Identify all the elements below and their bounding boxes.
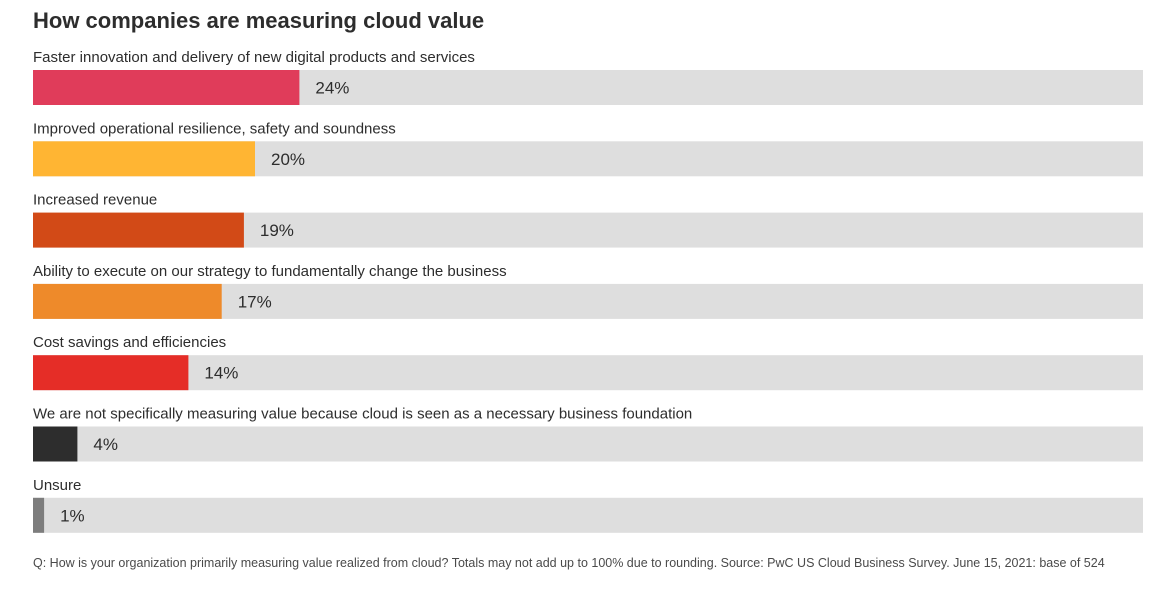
chart-footnote: Q: How is your organization primarily me… xyxy=(33,556,1105,570)
value-label: 24% xyxy=(315,79,349,98)
category-label: Cost savings and efficiencies xyxy=(33,334,226,351)
value-label: 14% xyxy=(204,364,238,383)
bar xyxy=(33,212,244,248)
value-label: 1% xyxy=(60,506,85,525)
value-label: 17% xyxy=(238,292,272,311)
bar-track xyxy=(33,426,1143,462)
bar xyxy=(33,426,78,462)
bar xyxy=(33,355,189,391)
bar-track xyxy=(33,497,1143,533)
category-label: Increased revenue xyxy=(33,192,157,209)
bar xyxy=(33,283,222,319)
chart-title: How companies are measuring cloud value xyxy=(33,8,485,33)
category-label: Unsure xyxy=(33,477,81,494)
category-label: Ability to execute on our strategy to fu… xyxy=(33,263,507,280)
value-label: 19% xyxy=(260,221,294,240)
value-label: 20% xyxy=(271,150,305,169)
category-label: Faster innovation and delivery of new di… xyxy=(33,49,475,66)
value-label: 4% xyxy=(93,435,118,454)
category-label: Improved operational resilience, safety … xyxy=(33,120,396,137)
bar xyxy=(33,70,300,105)
bar xyxy=(33,141,255,177)
category-label: We are not specifically measuring value … xyxy=(33,406,692,423)
bar xyxy=(33,497,45,533)
bar-track xyxy=(33,355,1143,391)
